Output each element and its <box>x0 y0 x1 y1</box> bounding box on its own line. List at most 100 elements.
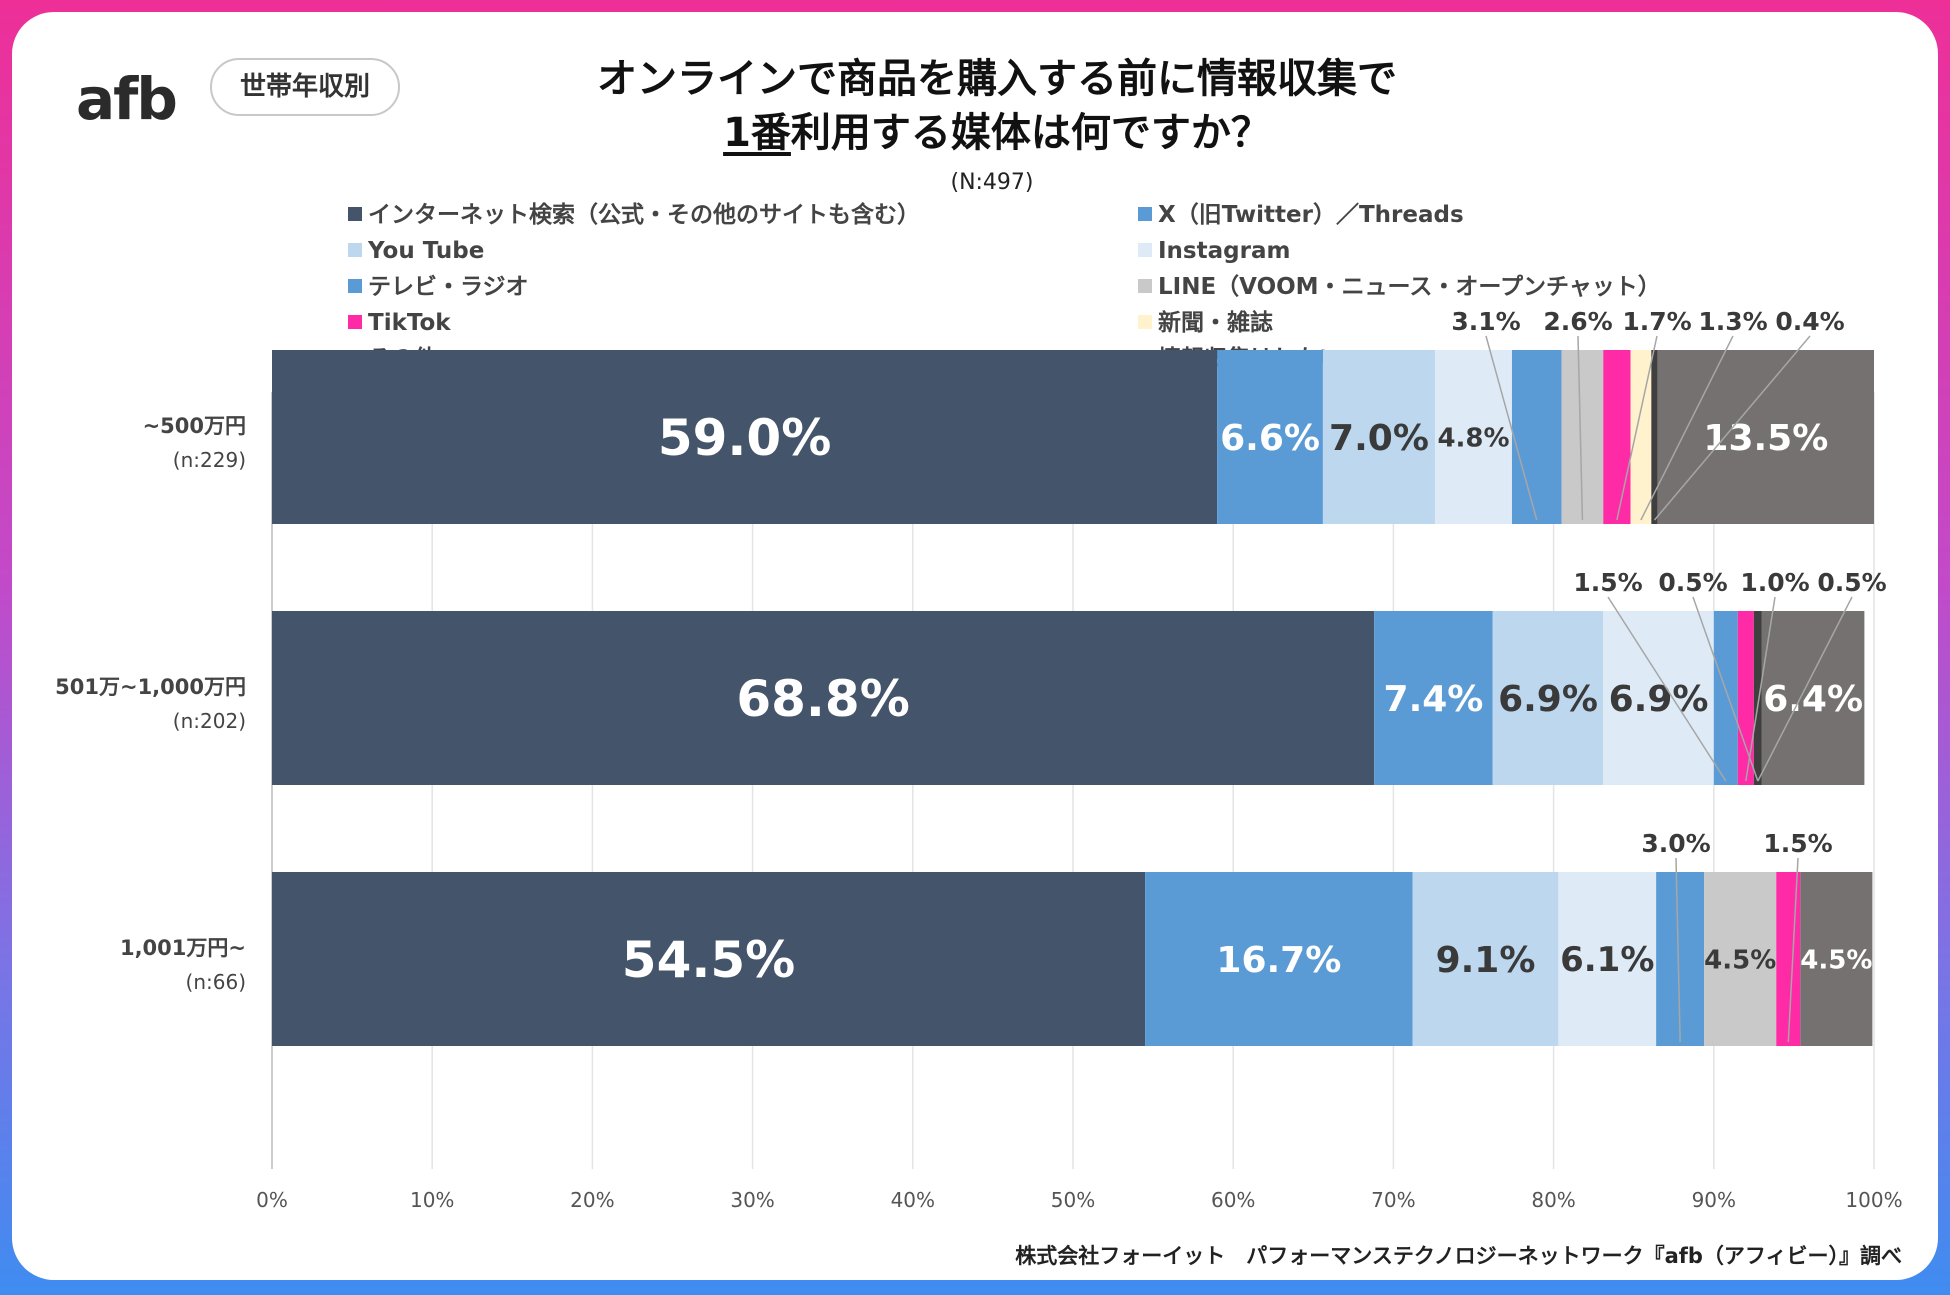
bar-none <box>1657 350 1874 524</box>
data-label: 54.5% <box>622 931 795 989</box>
data-label: 13.5% <box>1703 418 1828 459</box>
outside-data-label: 1.5% <box>1763 829 1832 858</box>
outside-data-label: 3.0% <box>1641 829 1710 858</box>
legend-item-internet: インターネット検索（公式・その他のサイトも含む） <box>348 200 920 230</box>
bar-instagram <box>1435 350 1512 524</box>
x-tick-label: 50% <box>1051 1188 1095 1212</box>
bar-none <box>1761 611 1865 785</box>
x-tick-label: 0% <box>256 1188 288 1212</box>
legend-swatch <box>1138 314 1152 329</box>
legend-item-tv: テレビ・ラジオ <box>348 272 529 302</box>
category-label: 1,001万円~ <box>120 936 246 960</box>
category-n: (n:66) <box>186 970 246 994</box>
leader-line <box>1485 335 1538 521</box>
bar-instagram <box>1558 872 1657 1046</box>
legend-swatch <box>348 242 362 257</box>
bar-x <box>1217 350 1323 524</box>
x-tick-label: 60% <box>1211 1188 1255 1212</box>
data-label: 6.9% <box>1498 679 1598 720</box>
data-label: 7.0% <box>1329 418 1429 459</box>
leader-line <box>1692 596 1759 782</box>
title-line-2: 1番利用する媒体は何ですか？ <box>432 106 1562 160</box>
bar-tiktok <box>1737 611 1754 785</box>
bar-youtube <box>1492 611 1604 785</box>
leader-line <box>1577 335 1584 521</box>
outside-data-label: 1.5% <box>1573 568 1642 597</box>
bar-internet <box>272 872 1146 1046</box>
data-label: 16.7% <box>1216 940 1341 981</box>
category-n: (n:229) <box>173 448 246 472</box>
data-label: 6.6% <box>1220 418 1320 459</box>
x-tick-label: 90% <box>1692 1188 1736 1212</box>
bar-tv <box>1713 611 1738 785</box>
bar-tiktok <box>1776 872 1801 1046</box>
outside-data-label: 1.3% <box>1698 307 1767 336</box>
data-label: 6.9% <box>1609 679 1709 720</box>
bar-other <box>1651 350 1658 524</box>
leader-line <box>1757 596 1853 782</box>
bar-internet <box>272 350 1218 524</box>
leader-line <box>1640 335 1734 521</box>
leader-line <box>1616 335 1658 521</box>
leader-line <box>1653 335 1811 521</box>
outside-data-label: 2.6% <box>1543 307 1612 336</box>
x-tick-label: 70% <box>1371 1188 1415 1212</box>
leader-line <box>1675 857 1681 1043</box>
bar-none <box>1800 872 1873 1046</box>
legend-swatch <box>348 206 362 221</box>
data-label: 9.1% <box>1436 940 1536 981</box>
bar-x <box>1145 872 1413 1046</box>
data-label: 6.4% <box>1763 679 1863 720</box>
legend-swatch <box>348 278 362 293</box>
sample-size: (N:497) <box>950 170 1034 195</box>
data-label: 4.5% <box>1800 945 1872 975</box>
leader-line <box>1745 596 1776 782</box>
bar-other <box>1753 611 1762 785</box>
title-underlined: 1番 <box>723 110 791 156</box>
x-tick-label: 80% <box>1531 1188 1575 1212</box>
x-tick-label: 30% <box>730 1188 774 1212</box>
bar-newspaper <box>1630 350 1652 524</box>
legend-item-newspaper: 新聞・雑誌 <box>1138 308 1273 338</box>
data-label: 4.8% <box>1437 423 1509 453</box>
segment-badge: 世帯年収別 <box>210 58 400 116</box>
leader-line <box>1787 857 1799 1043</box>
bar-internet <box>272 611 1375 785</box>
outside-data-label: 0.5% <box>1658 568 1727 597</box>
data-label: 68.8% <box>736 670 909 728</box>
legend-swatch <box>1138 278 1152 293</box>
legend-item-line: LINE（VOOM・ニュース・オープンチャット） <box>1138 272 1661 302</box>
outside-data-label: 0.5% <box>1817 568 1886 597</box>
data-label: 59.0% <box>658 409 831 467</box>
bar-youtube <box>1322 350 1436 524</box>
bar-x <box>1374 611 1493 785</box>
bar-instagram <box>1603 611 1714 785</box>
x-tick-label: 100% <box>1845 1188 1902 1212</box>
data-label: 6.1% <box>1560 940 1654 980</box>
legend-item-youtube: You Tube <box>348 236 484 266</box>
x-tick-label: 40% <box>891 1188 935 1212</box>
stacked-bar-chart: 0% 10% 20% 30% 40% 50% 60% 70% 80% 90% 100% ~500万円 (… <box>55 307 1902 1212</box>
outside-data-label: 1.0% <box>1740 568 1809 597</box>
data-label: 7.4% <box>1384 679 1484 720</box>
category-label: ~500万円 <box>143 414 246 438</box>
bar-tv <box>1511 350 1562 524</box>
leader-line <box>1607 596 1727 782</box>
chart-panel: afb 世帯年収別 オンラインで商品を購入する前に情報収集で 1番利用する媒体は… <box>12 12 1938 1280</box>
legend-swatch <box>1138 206 1152 221</box>
legend-item-x: X（旧Twitter）／Threads <box>1138 200 1464 230</box>
bar-youtube <box>1412 872 1559 1046</box>
legend-item-tiktok: TikTok <box>348 308 451 338</box>
legend-swatch <box>348 314 362 329</box>
x-tick-label: 20% <box>570 1188 614 1212</box>
x-tick-label: 10% <box>410 1188 454 1212</box>
chart-title: オンラインで商品を購入する前に情報収集で 1番利用する媒体は何ですか？ <box>432 52 1562 160</box>
afb-logo: afb <box>76 65 178 133</box>
category-label: 501万~1,000万円 <box>55 675 246 699</box>
legend-item-instagram: Instagram <box>1138 236 1290 266</box>
title-line-1: オンラインで商品を購入する前に情報収集で <box>597 56 1397 102</box>
legend-swatch <box>1138 242 1152 257</box>
outside-data-label: 0.4% <box>1775 307 1844 336</box>
title-rest: 利用する媒体は何ですか？ <box>790 110 1271 156</box>
bar-tiktok <box>1603 350 1631 524</box>
